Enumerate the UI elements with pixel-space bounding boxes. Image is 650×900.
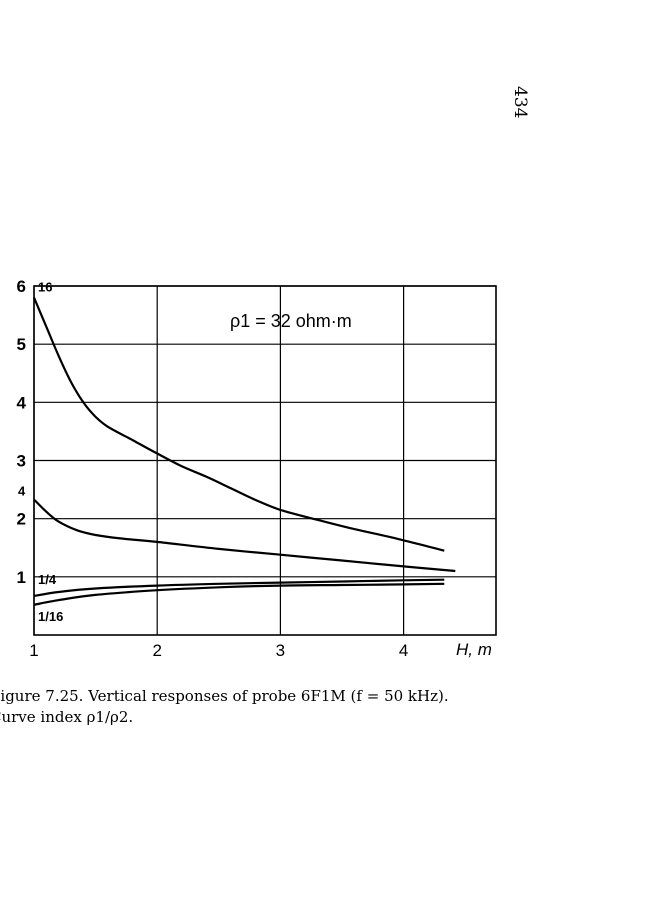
series-line-3 bbox=[33, 582, 445, 606]
series-line-1 bbox=[33, 498, 456, 573]
x-tick-label-2: 2 bbox=[152, 641, 161, 660]
annotation-rho1: ρ1 = 32 ohm·m bbox=[230, 311, 352, 331]
curve-label-3: 1/16 bbox=[38, 609, 63, 624]
x-tick-label-4: 4 bbox=[399, 641, 408, 660]
grid bbox=[33, 285, 497, 636]
y-tick-label-3: 3 bbox=[17, 452, 26, 471]
x-tick-label-3: 3 bbox=[276, 641, 285, 660]
y-tick-label-6: 6 bbox=[17, 277, 26, 296]
y-tick-label-5: 5 bbox=[17, 335, 26, 354]
series-line-2 bbox=[33, 578, 445, 598]
figure-caption: Figure 7.25. Vertical responses of probe… bbox=[0, 686, 510, 728]
x-tick-labels: 1 2 3 4 bbox=[29, 641, 408, 660]
y-tick-label-1: 1 bbox=[17, 568, 26, 587]
y-tick-label-2: 2 bbox=[17, 510, 26, 529]
y-tick-label-4: 4 bbox=[17, 393, 27, 412]
curve-label-2: 1/4 bbox=[38, 572, 57, 587]
series-line-0 bbox=[32, 297, 445, 552]
series-lines bbox=[32, 297, 456, 606]
caption-line-1: Figure 7.25. Vertical responses of probe… bbox=[0, 687, 449, 705]
curve-label-0: 16 bbox=[38, 280, 52, 295]
x-axis-label: H, m bbox=[456, 640, 492, 659]
y-tick-labels: 1 2 3 4 5 6 bbox=[17, 277, 27, 587]
curve-label-1: 4 bbox=[18, 483, 26, 498]
x-tick-label-1: 1 bbox=[29, 641, 38, 660]
caption-line-2: Curve index ρ1/ρ2. bbox=[0, 708, 134, 726]
chart: 1 2 3 4 1 2 3 4 5 6 16 4 1/4 1/16 H, m ρ1 = 32 ohm·… bbox=[17, 277, 497, 660]
